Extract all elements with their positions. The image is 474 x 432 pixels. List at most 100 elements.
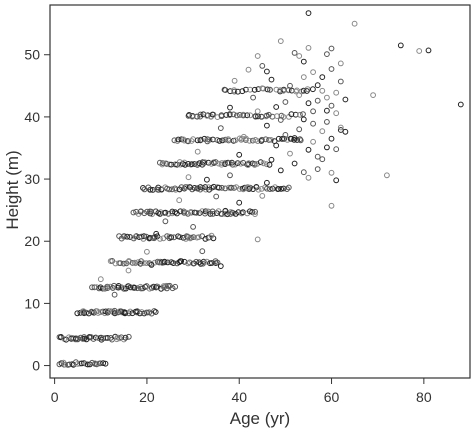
data-point	[206, 234, 213, 241]
data-point	[319, 128, 326, 135]
data-point	[141, 210, 148, 217]
data-point	[328, 169, 335, 176]
data-point	[324, 94, 330, 101]
data-point	[297, 136, 303, 143]
data-point	[263, 161, 270, 168]
data-point	[134, 285, 141, 292]
data-point	[216, 138, 223, 144]
data-point	[324, 144, 330, 151]
data-point	[258, 186, 265, 192]
y-tick-label: 10	[24, 295, 40, 311]
data-point	[157, 236, 163, 242]
data-point	[172, 186, 179, 193]
data-point	[262, 136, 269, 143]
data-point	[277, 167, 284, 174]
data-point	[351, 20, 358, 27]
data-point	[188, 234, 194, 241]
data-point	[222, 136, 229, 143]
data-point	[164, 259, 171, 266]
data-point	[296, 126, 303, 133]
data-point	[188, 161, 194, 168]
data-point	[194, 148, 201, 155]
data-point	[328, 66, 335, 72]
data-point	[304, 88, 310, 94]
data-point	[255, 186, 262, 193]
data-point	[273, 104, 280, 110]
data-point	[259, 193, 266, 199]
data-point	[185, 138, 192, 145]
data-point	[236, 151, 243, 158]
data-point	[197, 136, 204, 143]
data-point	[199, 248, 206, 255]
data-point	[104, 283, 111, 290]
data-point	[204, 176, 210, 183]
data-point	[115, 309, 122, 316]
data-point	[140, 185, 146, 191]
data-point	[277, 38, 284, 44]
data-point	[125, 333, 132, 340]
x-tick-label: 20	[139, 389, 155, 405]
data-point	[66, 361, 73, 368]
data-point	[333, 146, 340, 153]
data-point	[328, 102, 335, 109]
data-point	[252, 211, 258, 218]
data-point	[168, 161, 175, 168]
data-point	[319, 74, 326, 80]
data-point	[287, 82, 293, 89]
data-point	[193, 258, 200, 265]
data-point	[291, 160, 298, 167]
data-point	[166, 186, 173, 193]
data-point	[264, 68, 270, 75]
data-point	[178, 136, 185, 143]
data-point	[215, 160, 222, 167]
data-point	[218, 210, 224, 217]
data-point	[300, 116, 307, 123]
data-point	[279, 136, 286, 142]
data-point	[171, 234, 177, 241]
data-point	[310, 69, 317, 75]
data-point	[183, 184, 190, 190]
data-point	[229, 209, 236, 216]
data-point	[251, 161, 258, 167]
data-point	[254, 108, 261, 115]
data-point	[111, 291, 118, 298]
data-point	[300, 111, 306, 117]
data-point	[120, 260, 127, 267]
data-point	[168, 234, 175, 241]
data-point	[416, 48, 423, 54]
data-point	[121, 233, 127, 239]
data-point	[74, 361, 81, 367]
data-point	[152, 234, 158, 240]
data-point	[127, 284, 134, 291]
x-tick-label: 40	[231, 389, 247, 405]
data-point	[314, 153, 321, 160]
data-point	[155, 187, 162, 193]
data-point	[140, 260, 147, 266]
y-axis-title: Height (m)	[3, 150, 22, 229]
data-point	[264, 185, 270, 192]
data-point	[199, 185, 206, 191]
data-point	[143, 233, 150, 240]
data-point	[305, 100, 312, 107]
x-axis: 0 20 40 60 80	[51, 378, 432, 405]
data-point	[314, 97, 321, 104]
plot-frame	[49, 4, 471, 379]
data-point	[324, 107, 330, 114]
data-point	[284, 137, 291, 143]
data-point	[234, 112, 240, 119]
data-point	[170, 260, 177, 267]
data-point	[141, 233, 147, 240]
data-point	[187, 235, 194, 242]
data-point	[137, 260, 144, 267]
data-point	[227, 104, 233, 111]
data-point	[305, 10, 312, 17]
data-point	[185, 161, 192, 167]
data-point	[244, 112, 251, 119]
data-point	[202, 184, 209, 190]
data-point	[264, 122, 270, 129]
data-point	[117, 260, 124, 267]
data-point	[176, 197, 183, 204]
data-point	[95, 310, 101, 316]
data-point	[194, 137, 201, 144]
data-point	[251, 86, 258, 93]
